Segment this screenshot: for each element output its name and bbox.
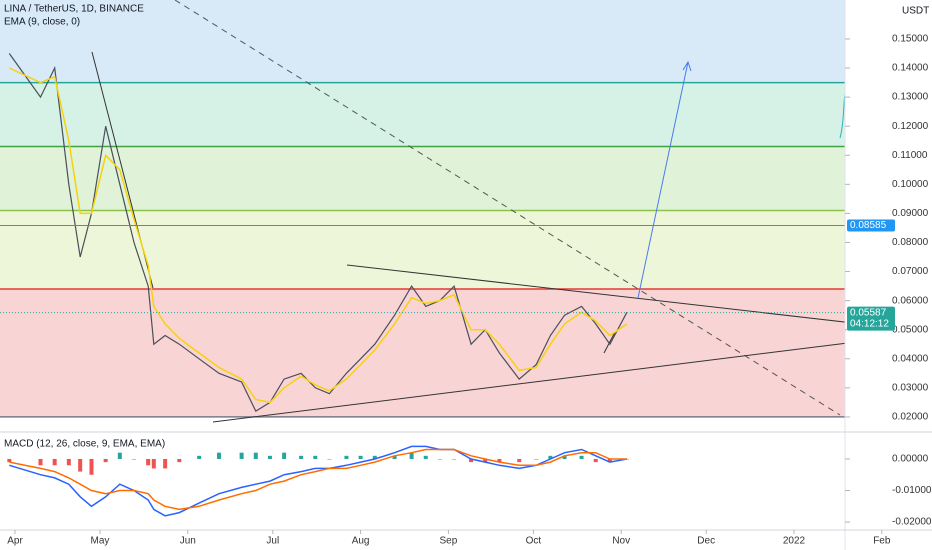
x-tick-label: 2022: [783, 536, 806, 547]
histogram-bar: [313, 455, 318, 459]
y-tick-label: 0.12000: [892, 121, 929, 132]
histogram-bar: [131, 458, 136, 460]
y-tick-label: 0.07000: [892, 266, 929, 277]
histogram-bar: [151, 458, 156, 469]
histogram-bar: [66, 458, 71, 466]
histogram-bar: [483, 458, 488, 463]
price-label: 0.05587: [850, 307, 887, 318]
histogram-bar: [52, 458, 57, 466]
y-tick-label: 0.05000: [892, 324, 929, 335]
histogram-bar: [579, 455, 584, 459]
x-tick-label: Dec: [697, 536, 715, 547]
y-tick-label: 0.08000: [892, 237, 929, 248]
histogram-bar: [38, 458, 43, 466]
histogram-bar: [103, 458, 108, 463]
histogram-bar: [562, 455, 567, 459]
x-tick-label: Aug: [352, 536, 370, 547]
histogram-bar: [409, 452, 414, 459]
countdown: 04:12:12: [850, 318, 889, 329]
series-line: [8, 67, 628, 404]
legend-title: LINA / TetherUS, 1D, BINANCE: [4, 4, 144, 15]
histogram-bar: [593, 458, 598, 463]
trendline: [346, 264, 889, 328]
arrow-head: [682, 60, 692, 72]
histogram-bar: [89, 458, 94, 475]
histogram-bar: [423, 455, 428, 459]
y-tick-label: -0.01000: [892, 485, 932, 496]
price-label: 0.08585: [850, 220, 887, 231]
x-tick-label: Sep: [440, 536, 458, 547]
y-tick-label: 0.11000: [892, 150, 928, 161]
histogram-bar: [253, 452, 258, 459]
series-line: [9, 445, 628, 517]
histogram-bar: [197, 455, 202, 459]
histogram-bar: [146, 458, 151, 466]
y-tick-label: 0.13000: [892, 92, 929, 103]
y-tick-label: 0.14000: [892, 63, 929, 74]
histogram-bar: [358, 455, 363, 459]
histogram-bar: [216, 452, 221, 459]
y-tick-label: 0.00000: [892, 454, 929, 465]
y-tick-label: 0.09000: [892, 208, 929, 219]
x-tick-label: Nov: [612, 536, 630, 547]
price-label-box: [847, 219, 895, 232]
histogram-bar: [452, 458, 457, 460]
drawings: [91, 0, 889, 423]
histogram-bar: [163, 458, 168, 469]
y-tick-label: -0.02000: [892, 517, 932, 528]
histogram-bar: [327, 458, 332, 460]
dashed-trendline: [174, 0, 841, 416]
histogram-bar: [267, 455, 272, 459]
x-tick-label: Jun: [180, 536, 196, 547]
histogram-bar: [534, 458, 539, 460]
price-axis: [845, 0, 932, 550]
zone: [0, 288, 845, 417]
histogram-bar: [469, 458, 474, 463]
histogram-bar: [548, 455, 553, 459]
legend-macd: MACD (12, 26, close, 9, EMA, EMA): [4, 439, 165, 450]
arrow: [637, 61, 689, 299]
x-tick-label: Feb: [873, 536, 891, 547]
y-tick-label: 0.06000: [892, 295, 929, 306]
zone: [0, 0, 845, 83]
histogram-bar: [392, 455, 397, 459]
x-tick-label: Jul: [266, 536, 279, 547]
histogram-bar: [78, 458, 83, 472]
histogram-bar: [239, 452, 244, 459]
histogram-bar: [282, 452, 287, 459]
y-tick-label: 0.02000: [892, 412, 929, 423]
zone: [0, 210, 845, 289]
histogram-bar: [117, 452, 122, 459]
y-tick-label: 0.15000: [892, 34, 929, 45]
histogram-bar: [372, 455, 377, 459]
y-tick-label: 0.10000: [892, 179, 929, 190]
histogram-bar: [177, 458, 182, 463]
histogram-bar: [7, 458, 12, 463]
zone: [0, 82, 845, 147]
histogram-bar: [299, 455, 304, 459]
currency: USDT: [902, 6, 929, 17]
x-tick-label: Oct: [526, 536, 542, 547]
histogram-bar: [607, 458, 612, 463]
histogram-bar: [344, 455, 349, 459]
x-tick-label: May: [91, 536, 110, 547]
y-tick-label: 0.03000: [892, 382, 929, 393]
zone: [0, 146, 845, 211]
y-tick-label: 0.04000: [892, 353, 929, 364]
trendline: [212, 337, 889, 423]
histogram-bar: [437, 458, 442, 460]
arrow: [603, 331, 616, 354]
price-label-box: [847, 306, 895, 331]
legend-ema: EMA (9, close, 0): [4, 17, 80, 28]
histogram-bar: [497, 458, 502, 463]
histogram-bar: [517, 458, 522, 463]
x-tick-label: Apr: [7, 536, 23, 547]
series-line: [9, 448, 627, 511]
